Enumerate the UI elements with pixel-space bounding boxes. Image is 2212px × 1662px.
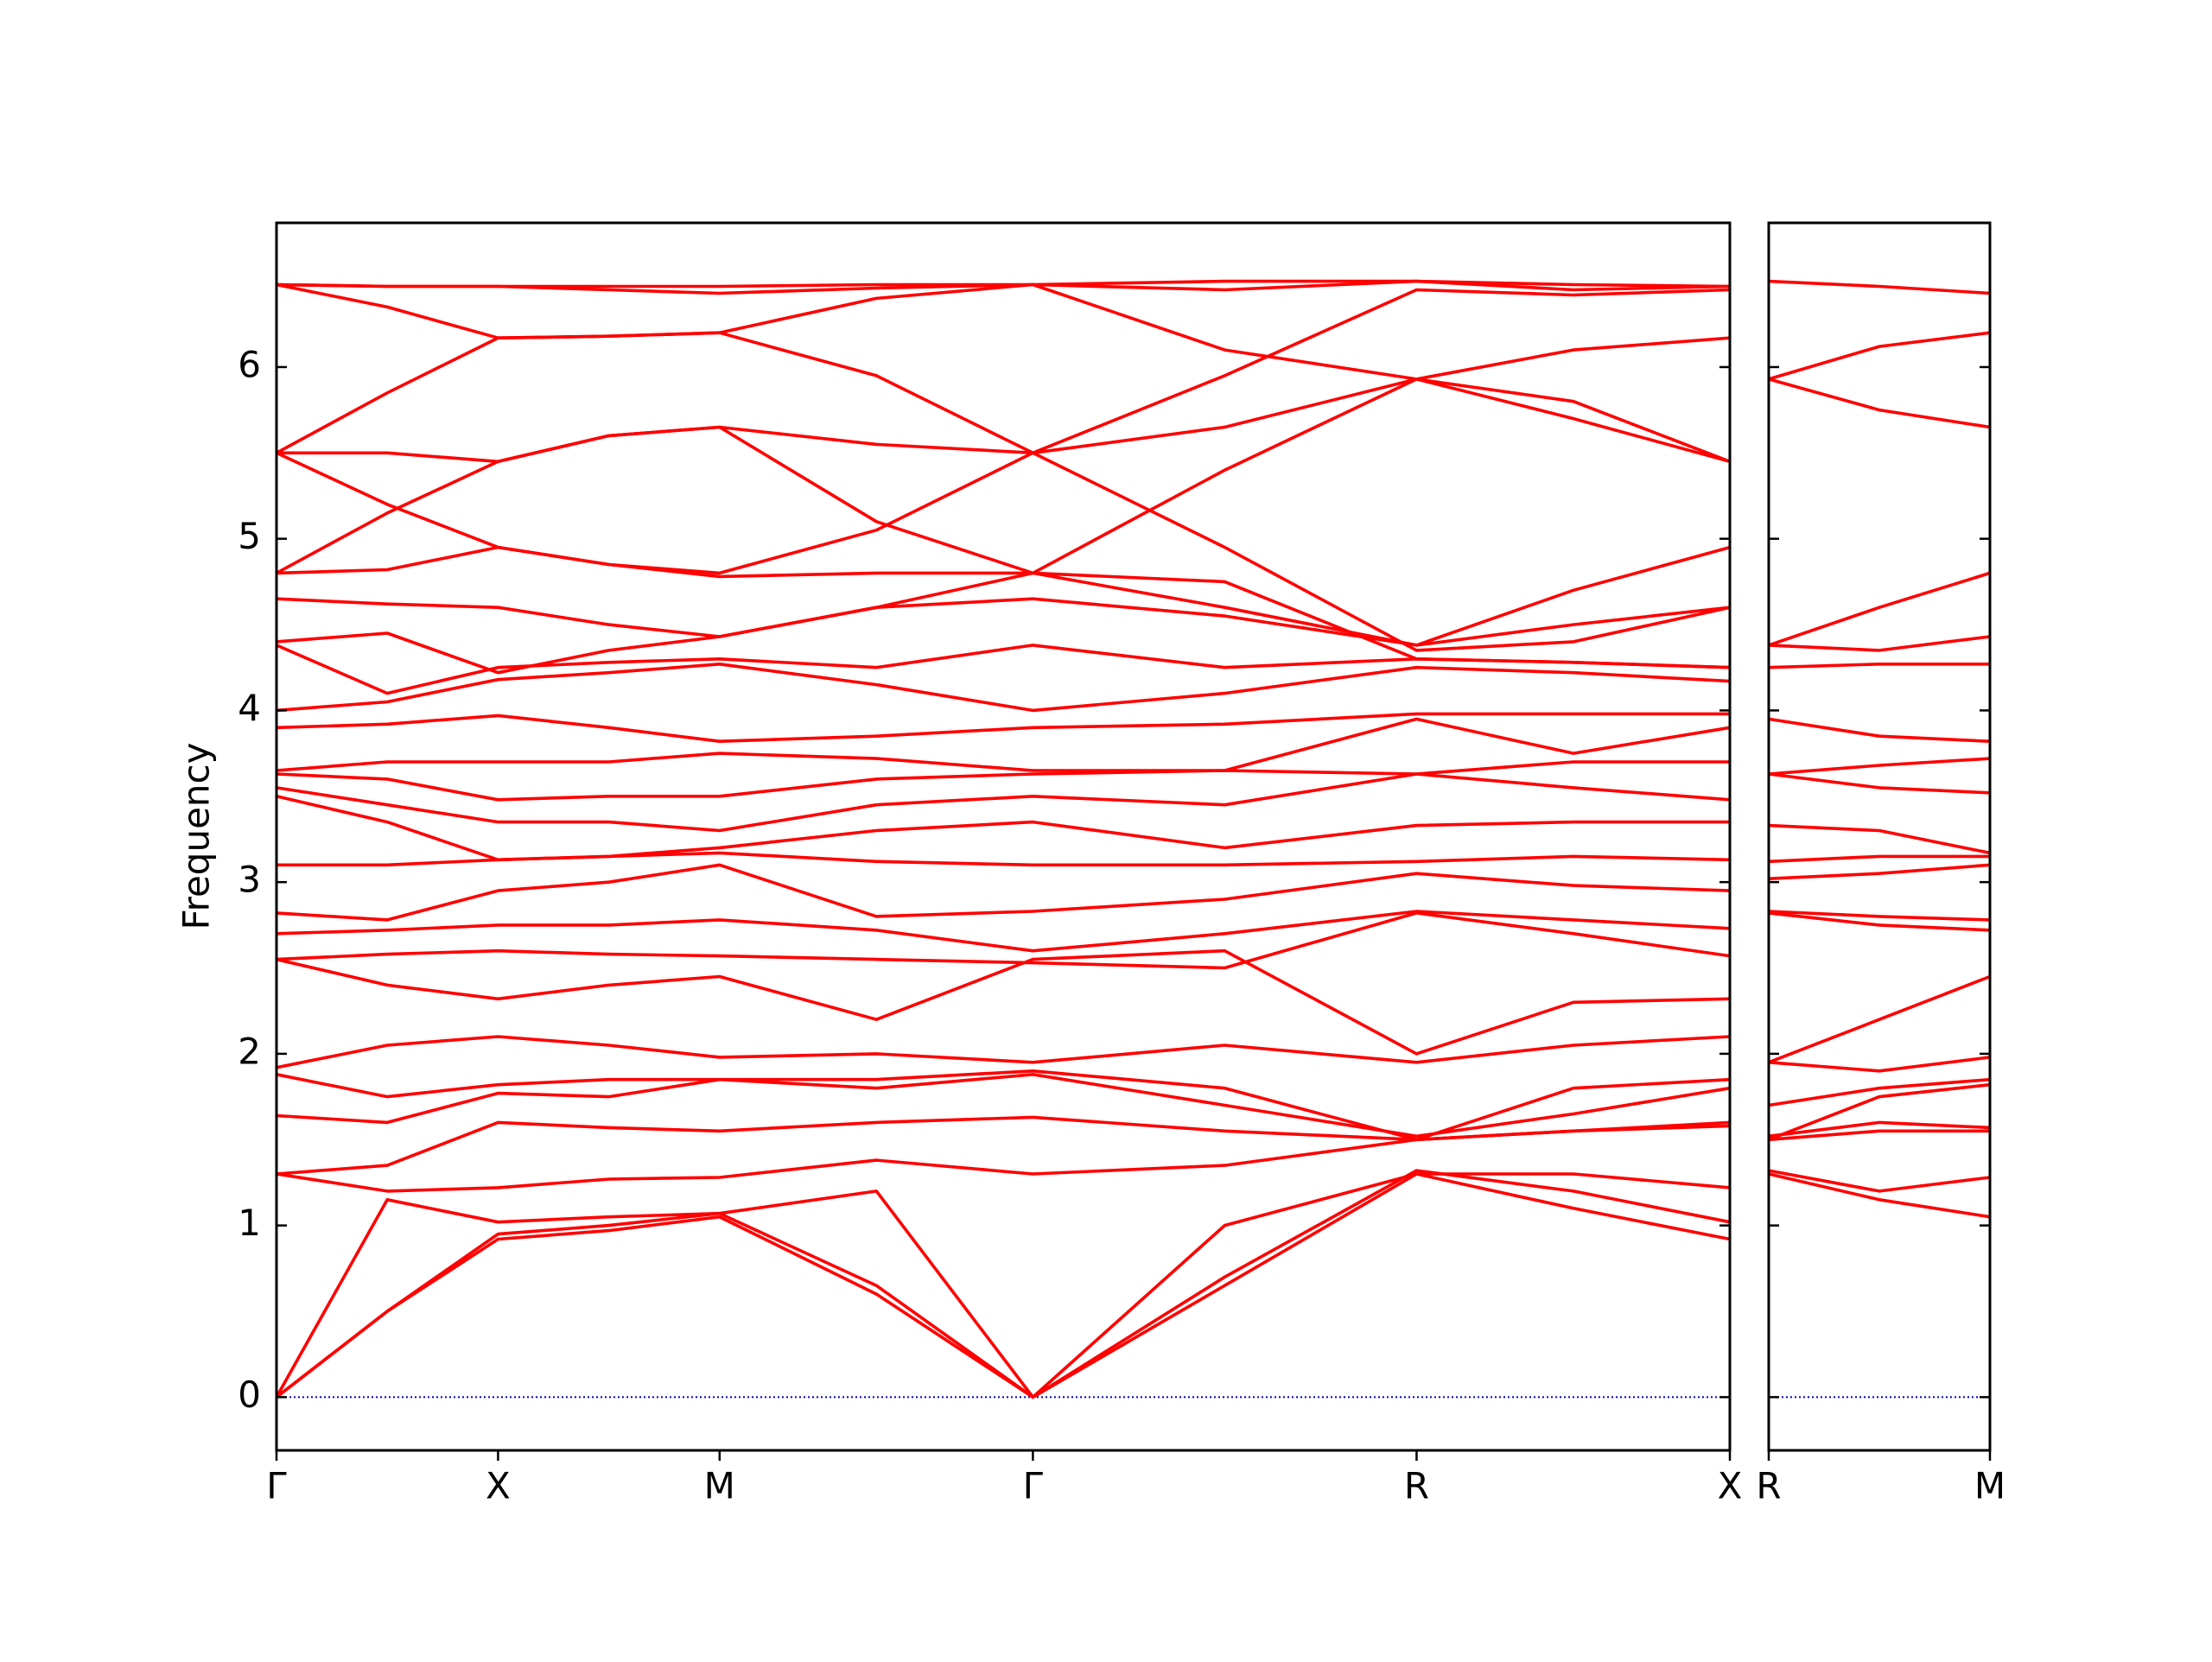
y-tick-label: 6 <box>238 343 261 385</box>
band-line <box>1768 717 1991 743</box>
y-tick-label: 5 <box>238 515 261 557</box>
band-line <box>276 545 1731 647</box>
band-line <box>1768 911 1991 932</box>
band-line <box>1768 757 1991 776</box>
plot-frame <box>1767 221 1992 1452</box>
band-line <box>1768 863 1991 880</box>
y-tick-label: 3 <box>238 859 261 901</box>
band-line <box>1768 854 1990 864</box>
band-line <box>276 948 1731 1056</box>
band-line <box>276 712 1730 744</box>
band-line <box>276 282 1731 463</box>
band-line <box>276 331 1731 652</box>
band-line <box>276 1035 1731 1069</box>
band-line <box>1768 279 1991 295</box>
band-line <box>275 1169 1731 1399</box>
y-tick-label: 1 <box>238 1202 261 1244</box>
band-line <box>1768 662 1990 669</box>
band-line <box>275 1172 1731 1399</box>
band-line <box>276 545 1731 669</box>
band-line <box>276 1115 1731 1176</box>
band-line <box>1768 1120 1991 1139</box>
band-line <box>276 910 1731 953</box>
band-line <box>276 279 1731 292</box>
y-tick-label: 0 <box>238 1373 261 1416</box>
band-line <box>276 851 1731 867</box>
y-tick-label: 2 <box>238 1030 261 1072</box>
band-line <box>1768 635 1991 652</box>
band-line <box>1768 1129 1990 1142</box>
band-line <box>1768 974 1991 1064</box>
x-tick-label: X <box>1718 1465 1743 1507</box>
band-line <box>276 336 1731 575</box>
x-tick-label: X <box>486 1465 511 1507</box>
band-line <box>1768 1172 1991 1219</box>
band-line <box>276 662 1731 713</box>
band-line <box>1768 331 1991 381</box>
x-tick-label: R <box>1756 1465 1781 1507</box>
x-tick-label: Γ <box>266 1465 287 1507</box>
band-line <box>1768 1169 1991 1193</box>
band-line <box>1768 772 1991 795</box>
band-line <box>276 1073 1731 1139</box>
x-tick-label: M <box>1974 1465 2005 1507</box>
band-line <box>276 795 1730 862</box>
band-line <box>276 717 1731 772</box>
band-line <box>1768 377 1991 429</box>
y-axis-label: Frequency <box>175 743 218 930</box>
x-tick-label: Γ <box>1023 1465 1044 1507</box>
band-line <box>1768 823 1991 855</box>
band-line <box>1768 1082 1991 1141</box>
band-line <box>276 1069 1731 1142</box>
y-tick-label: 4 <box>238 687 261 729</box>
band-line <box>1768 1077 1991 1107</box>
band-line <box>276 377 1731 464</box>
x-tick-label: R <box>1404 1465 1429 1507</box>
band-line <box>276 863 1731 922</box>
band-line <box>1768 1056 1991 1073</box>
x-tick-label: M <box>704 1465 735 1507</box>
band-line <box>276 772 1731 833</box>
plot-frame <box>275 221 1732 1452</box>
band-line <box>1768 571 1991 647</box>
band-line <box>1768 910 1991 922</box>
band-line <box>276 760 1730 802</box>
band-line <box>276 288 1731 575</box>
band-line <box>276 911 1731 970</box>
band-line <box>275 1172 1731 1399</box>
